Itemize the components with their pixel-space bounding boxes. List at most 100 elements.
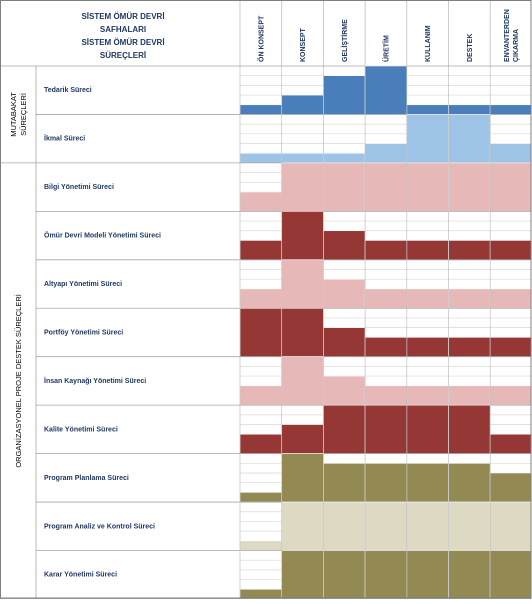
- level-bar-ön-konsept: [239, 433, 283, 454]
- level-bar-kullanim: [406, 288, 449, 309]
- row-bars: [239, 550, 532, 600]
- level-bar-geli̇şti̇rme: [323, 152, 366, 164]
- level-bar-üreti̇m: [364, 65, 408, 115]
- phase-label-text: GELİŞTİRME: [341, 19, 349, 62]
- level-bar-geli̇şti̇rme: [323, 550, 366, 600]
- row-bars: [239, 259, 532, 309]
- phase-headers: ÖN KONSEPT KONSEPT GELİŞTİRME ÜRETİM KULLANI…: [239, 0, 532, 66]
- process-row: Bilgi Yönetimi Süreci: [36, 162, 532, 212]
- level-bar-envanterden-çikarma: [489, 385, 532, 406]
- level-bar-ön-konsept: [239, 307, 283, 358]
- level-bar-envanterden-çikarma: [489, 143, 532, 164]
- level-bar-destek: [448, 162, 491, 212]
- row-bars: [239, 404, 532, 454]
- process-name: İkmal Süreci: [44, 135, 85, 143]
- level-bar-destek: [448, 462, 491, 503]
- row-bars: [239, 162, 532, 212]
- row-bars: [239, 65, 532, 115]
- phase-label-text: KONSEPT: [300, 27, 307, 62]
- process-row: Kalite Yönetimi Süreci: [36, 404, 532, 455]
- phase-label-text: ÖN KONSEPT: [256, 15, 265, 62]
- level-bar-ön-konsept: [239, 152, 283, 164]
- phase-label-3: GELİŞTİRME: [341, 19, 349, 62]
- group-label-text: SÜREÇLERİ: [19, 93, 28, 136]
- level-bar-destek: [448, 337, 491, 358]
- level-bar-envanterden-çikarma: [489, 472, 532, 503]
- process-name: Altyapı Yönetimi Süreci: [44, 281, 122, 288]
- process-name: Program Analiz ve Kontrol Süreci: [44, 523, 155, 530]
- process-name: İnsan Kaynağı Yönetimi Süreci: [44, 377, 146, 385]
- level-bar-destek: [448, 104, 491, 115]
- process-name: Karar Yönetimi Süreci: [44, 572, 117, 579]
- process-name: Bilgi Yönetimi Süreci: [44, 184, 114, 191]
- phase-label-7: ENVANTERDEN ÇIKARMA: [504, 9, 520, 62]
- header-line: SİSTEM ÖMÜR DEVRİ: [81, 38, 164, 47]
- level-bar-destek: [448, 550, 491, 600]
- level-bar-ön-konsept: [239, 385, 283, 406]
- level-bar-üreti̇m: [364, 462, 408, 503]
- process-row: İkmal Süreci: [36, 114, 532, 164]
- level-bar-ön-konsept: [239, 191, 283, 212]
- process-name: Portföy Yönetimi Süreci: [44, 329, 123, 336]
- group-labels: MUTABAKAT SÜREÇLERİ ORGANİZASYONEL PROJE D…: [0, 65, 531, 600]
- level-bar-konsept: [281, 259, 324, 309]
- level-bar-kullanim: [406, 162, 449, 212]
- level-bar-kullanim: [406, 337, 449, 358]
- level-bar-geli̇şti̇rme: [323, 278, 366, 309]
- process-row: Portföy Yönetimi Süreci: [36, 307, 532, 358]
- level-bar-kullanim: [406, 104, 449, 115]
- level-bar-üreti̇m: [364, 143, 408, 164]
- group-label-2: ORGANİZASYONEL PROJE DESTEK SÜREÇLERİ: [14, 294, 23, 468]
- level-bar-kullanim: [406, 462, 449, 503]
- group-label-text: MUTABAKAT: [9, 92, 18, 137]
- level-bar-kullanim: [406, 550, 449, 600]
- phase-label-text: DESTEK: [467, 34, 474, 62]
- level-bar-konsept: [281, 211, 324, 261]
- header-line: SÜREÇLERİ: [100, 51, 146, 60]
- process-row: Karar Yönetimi Süreci: [36, 550, 532, 600]
- process-row: Program Planlama Süreci: [36, 453, 532, 503]
- phase-label-line: ENVANTERDEN: [504, 9, 511, 62]
- level-bar-kullanim: [406, 404, 449, 454]
- level-bar-envanterden-çikarma: [489, 337, 532, 358]
- header-line: SAFHALARI: [100, 25, 146, 34]
- level-bar-destek: [448, 114, 491, 164]
- level-bar-üreti̇m: [364, 337, 408, 358]
- level-bar-konsept: [281, 453, 324, 503]
- process-row: Tedarik Süreci: [36, 65, 532, 115]
- level-bar-üreti̇m: [364, 162, 408, 212]
- group-label-1: MUTABAKAT SÜREÇLERİ: [9, 92, 28, 137]
- header-line: SİSTEM ÖMÜR DEVRİ: [81, 12, 164, 21]
- row-bars: [239, 356, 532, 406]
- level-bar-üreti̇m: [364, 288, 408, 309]
- phase-label-text: ÜRETİM: [381, 35, 390, 62]
- level-bar-envanterden-çikarma: [489, 104, 532, 115]
- level-bar-geli̇şti̇rme: [323, 501, 366, 551]
- phase-label-line: ÇIKARMA: [513, 29, 520, 62]
- level-bar-envanterden-çikarma: [489, 501, 532, 551]
- process-name: Ömür Devri Modeli Yönetimi Süreci: [44, 231, 161, 240]
- phase-label-2: KONSEPT: [300, 27, 307, 62]
- level-bar-destek: [448, 501, 491, 551]
- level-bar-üreti̇m: [364, 240, 408, 261]
- level-bar-konsept: [281, 424, 324, 454]
- level-bar-envanterden-çikarma: [489, 162, 532, 212]
- level-bar-konsept: [281, 162, 324, 212]
- header-block: SİSTEM ÖMÜR DEVRİ SAFHALARI SİSTEM ÖMÜR DE…: [81, 12, 164, 60]
- phase-label-5: KULLANIM: [425, 25, 432, 62]
- level-bar-envanterden-çikarma: [489, 240, 532, 261]
- level-bar-geli̇şti̇rme: [323, 162, 366, 212]
- group-label-text: ORGANİZASYONEL PROJE DESTEK SÜREÇLERİ: [14, 294, 23, 468]
- level-bar-kullanim: [406, 240, 449, 261]
- level-bar-konsept: [281, 152, 324, 164]
- level-bar-kullanim: [406, 385, 449, 406]
- level-bar-ön-konsept: [239, 588, 283, 600]
- level-bar-geli̇şti̇rme: [323, 230, 366, 261]
- level-bar-konsept: [281, 501, 324, 551]
- row-bars: [239, 453, 532, 503]
- process-row: Ömür Devri Modeli Yönetimi Süreci: [36, 211, 532, 261]
- level-bar-üreti̇m: [364, 385, 408, 406]
- row-bars: [239, 501, 532, 551]
